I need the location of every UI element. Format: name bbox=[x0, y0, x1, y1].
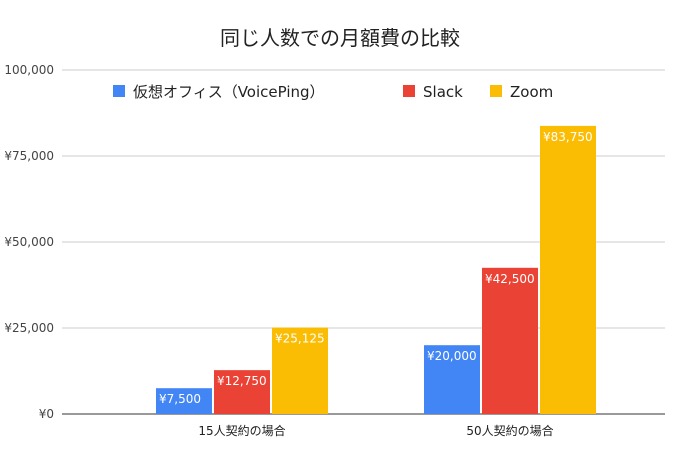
legend: 仮想オフィス（VoicePing） Slack Zoom bbox=[113, 83, 553, 101]
bar bbox=[156, 388, 212, 414]
y-axis-ticks: ¥0 ¥25,000 ¥50,000 ¥75,000 100,000 bbox=[4, 63, 54, 421]
x-axis-categories: 15人契約の場合 50人契約の場合 bbox=[198, 423, 553, 438]
legend-label: 仮想オフィス（VoicePing） bbox=[133, 83, 325, 101]
y-tick-label: ¥25,000 bbox=[4, 321, 54, 335]
y-tick-label: ¥75,000 bbox=[4, 149, 54, 163]
bar-value-label: ¥12,750 bbox=[217, 374, 267, 388]
x-category-label: 15人契約の場合 bbox=[198, 423, 285, 438]
chart-title: 同じ人数での月額費の比較 bbox=[220, 26, 460, 50]
y-tick-label: ¥50,000 bbox=[4, 235, 54, 249]
bar-value-label: ¥83,750 bbox=[543, 130, 593, 144]
legend-swatch bbox=[113, 85, 125, 97]
legend-label: Zoom bbox=[510, 83, 553, 101]
bar bbox=[214, 370, 270, 414]
bar bbox=[540, 125, 596, 415]
bar-value-label: ¥7,500 bbox=[159, 392, 201, 406]
bar-value-label: ¥20,000 bbox=[427, 349, 477, 363]
bars bbox=[156, 125, 596, 415]
bar bbox=[272, 327, 328, 414]
bar-value-label: ¥25,125 bbox=[275, 332, 325, 346]
legend-label: Slack bbox=[423, 83, 463, 101]
bar bbox=[424, 345, 480, 414]
x-category-label: 50人契約の場合 bbox=[466, 423, 553, 438]
y-tick-label: ¥0 bbox=[39, 407, 54, 421]
y-tick-label: 100,000 bbox=[4, 63, 54, 77]
legend-swatch bbox=[403, 85, 415, 97]
bar-value-label: ¥42,500 bbox=[485, 272, 535, 286]
bar bbox=[482, 267, 538, 414]
legend-swatch bbox=[490, 85, 502, 97]
data-labels: ¥7,500 ¥12,750 ¥25,125 ¥20,000 ¥42,500 ¥83,75… bbox=[159, 130, 593, 406]
